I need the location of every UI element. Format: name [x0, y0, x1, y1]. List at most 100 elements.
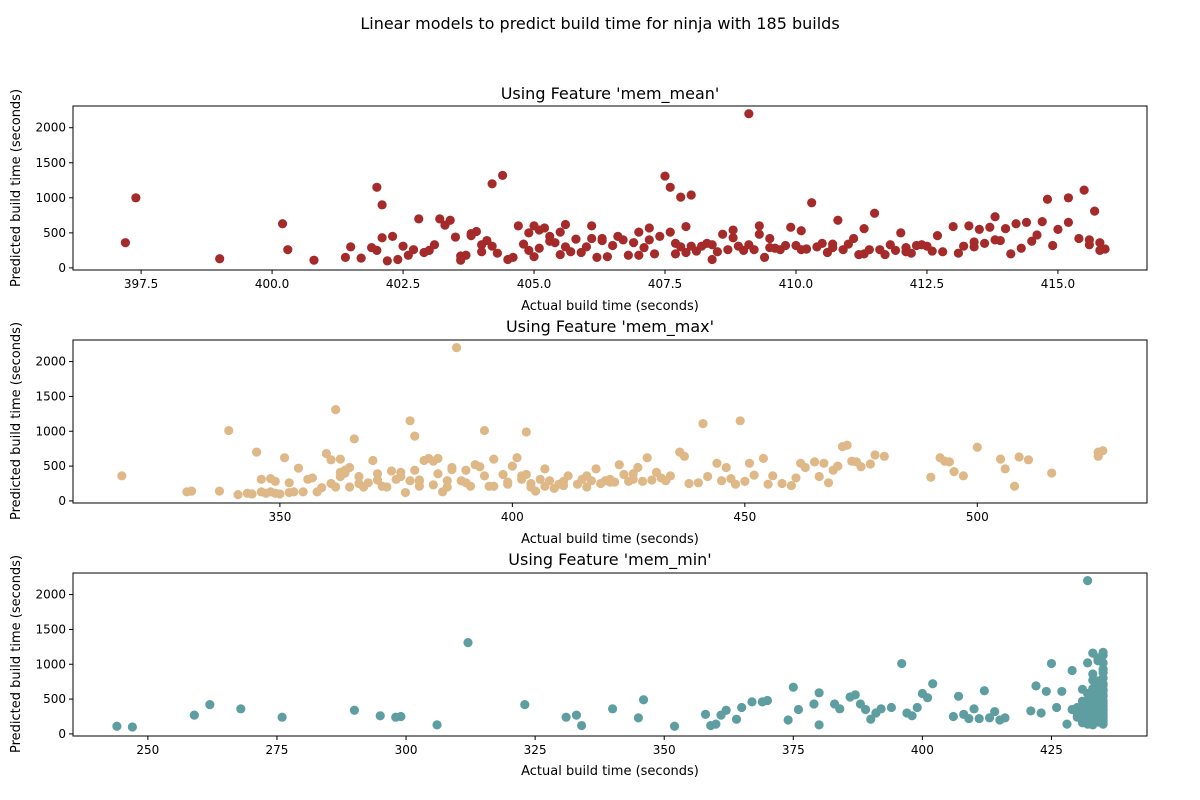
- scatter-point: [721, 462, 731, 473]
- scatter-point: [354, 478, 364, 489]
- y-axis-label: Predicted build time (seconds): [9, 555, 24, 753]
- scatter-point: [242, 488, 252, 498]
- scatter-point: [649, 249, 660, 259]
- scatter-point: [793, 704, 804, 715]
- subplot-mem-min: Using Feature 'mem_min' 250 275 300 325 350 3…: [9, 550, 1148, 779]
- scatter-point: [555, 227, 565, 237]
- x-tick-label: 400: [911, 743, 934, 757]
- scatter-point: [270, 476, 280, 487]
- scatter-point: [809, 457, 820, 467]
- scatter-point: [586, 476, 597, 486]
- scatter-point: [995, 454, 1006, 464]
- y-tick-label: 2000: [35, 121, 66, 135]
- scatter-point: [317, 483, 327, 493]
- scatter-point: [842, 440, 852, 450]
- scatter-point: [814, 688, 824, 698]
- scatter-point: [1057, 686, 1067, 697]
- scatter-point: [349, 705, 360, 715]
- scatter-point: [932, 231, 943, 241]
- scatter-point: [665, 227, 675, 237]
- scatter-point: [435, 214, 445, 224]
- scatter-point: [1052, 702, 1062, 713]
- scatter-point: [869, 208, 880, 218]
- scatter-point: [974, 713, 984, 724]
- scatter-point: [786, 480, 796, 491]
- scatter-point: [634, 250, 644, 260]
- scatter-point: [403, 250, 413, 260]
- scatter-point: [833, 215, 843, 225]
- scatter-point: [633, 713, 643, 723]
- scatter-point: [700, 709, 711, 720]
- scatter-point: [948, 711, 958, 722]
- scatter-point: [850, 690, 860, 700]
- subplot-mem-mean: Using Feature 'mem_mean' 397.5 400.0 402.5…: [9, 84, 1148, 314]
- scatter-point: [550, 238, 560, 248]
- scatter-point: [1098, 691, 1108, 701]
- scatter-point: [521, 427, 531, 437]
- scatter-point: [283, 245, 293, 255]
- scatter-point: [331, 405, 341, 415]
- scatter-point: [823, 478, 834, 488]
- scatter-point: [949, 467, 959, 477]
- scatter-point: [638, 695, 649, 705]
- scatter-point: [744, 109, 754, 119]
- scatter-point: [534, 243, 544, 253]
- x-tick-label: 400.0: [255, 277, 289, 291]
- x-tick-label: 397.5: [124, 277, 158, 291]
- scatter-point: [780, 240, 791, 251]
- y-tick-label: 2000: [35, 588, 66, 602]
- scatter-point: [703, 471, 713, 482]
- x-tick-label: 450: [733, 510, 756, 524]
- scatter-point: [387, 231, 398, 241]
- scatter-point: [928, 679, 938, 689]
- scatter-point: [524, 245, 534, 255]
- scatter-point: [686, 190, 696, 200]
- scatter-point: [926, 472, 936, 482]
- x-axis-label: Actual build time (seconds): [521, 532, 699, 547]
- scatter-point: [623, 250, 633, 260]
- y-tick-label: 500: [43, 459, 66, 473]
- scatter-point: [866, 714, 876, 724]
- scatter-point: [447, 464, 457, 475]
- scatter-point: [1074, 233, 1084, 244]
- scatter-point: [637, 476, 648, 487]
- x-tick-label: 407.5: [648, 277, 682, 291]
- scatter-point: [655, 231, 665, 241]
- scatter-point: [127, 722, 137, 732]
- scatter-point: [944, 457, 955, 467]
- y-tick-label: 1500: [35, 389, 66, 403]
- scatter-point: [817, 238, 827, 248]
- x-tick-label: 425: [1040, 743, 1063, 757]
- scatter-point: [1042, 194, 1053, 204]
- scatter-point: [819, 458, 829, 468]
- scatter-point: [535, 474, 545, 484]
- scatter-point: [592, 252, 602, 262]
- scatter-point: [386, 466, 397, 476]
- scatter-point: [681, 247, 691, 258]
- scatter-point: [796, 226, 806, 236]
- scatter-point: [545, 231, 555, 241]
- scatter-point: [236, 704, 246, 714]
- scatter-point: [835, 704, 845, 714]
- plot-frame: [72, 572, 1148, 737]
- scatter-point: [256, 474, 266, 484]
- scatter-point: [429, 240, 440, 250]
- scatter-point: [958, 471, 968, 481]
- scatter-point: [1083, 688, 1093, 699]
- scatter-point: [1077, 696, 1088, 706]
- scatter-point: [859, 224, 869, 234]
- y-tick-label: 1500: [35, 622, 66, 636]
- scatter-point: [1027, 236, 1037, 246]
- scatter-point: [762, 695, 773, 706]
- scatter-point: [461, 465, 471, 475]
- scatter-point: [293, 463, 304, 473]
- scatter-point: [433, 469, 443, 479]
- scatter-point: [669, 721, 680, 731]
- scatter-point: [112, 721, 122, 731]
- scatter-point: [953, 248, 963, 258]
- scatter-point: [907, 711, 917, 721]
- scatter-point: [582, 482, 592, 492]
- scatter-point: [684, 478, 694, 489]
- scatter-point: [896, 228, 906, 238]
- scatter-point: [566, 247, 576, 257]
